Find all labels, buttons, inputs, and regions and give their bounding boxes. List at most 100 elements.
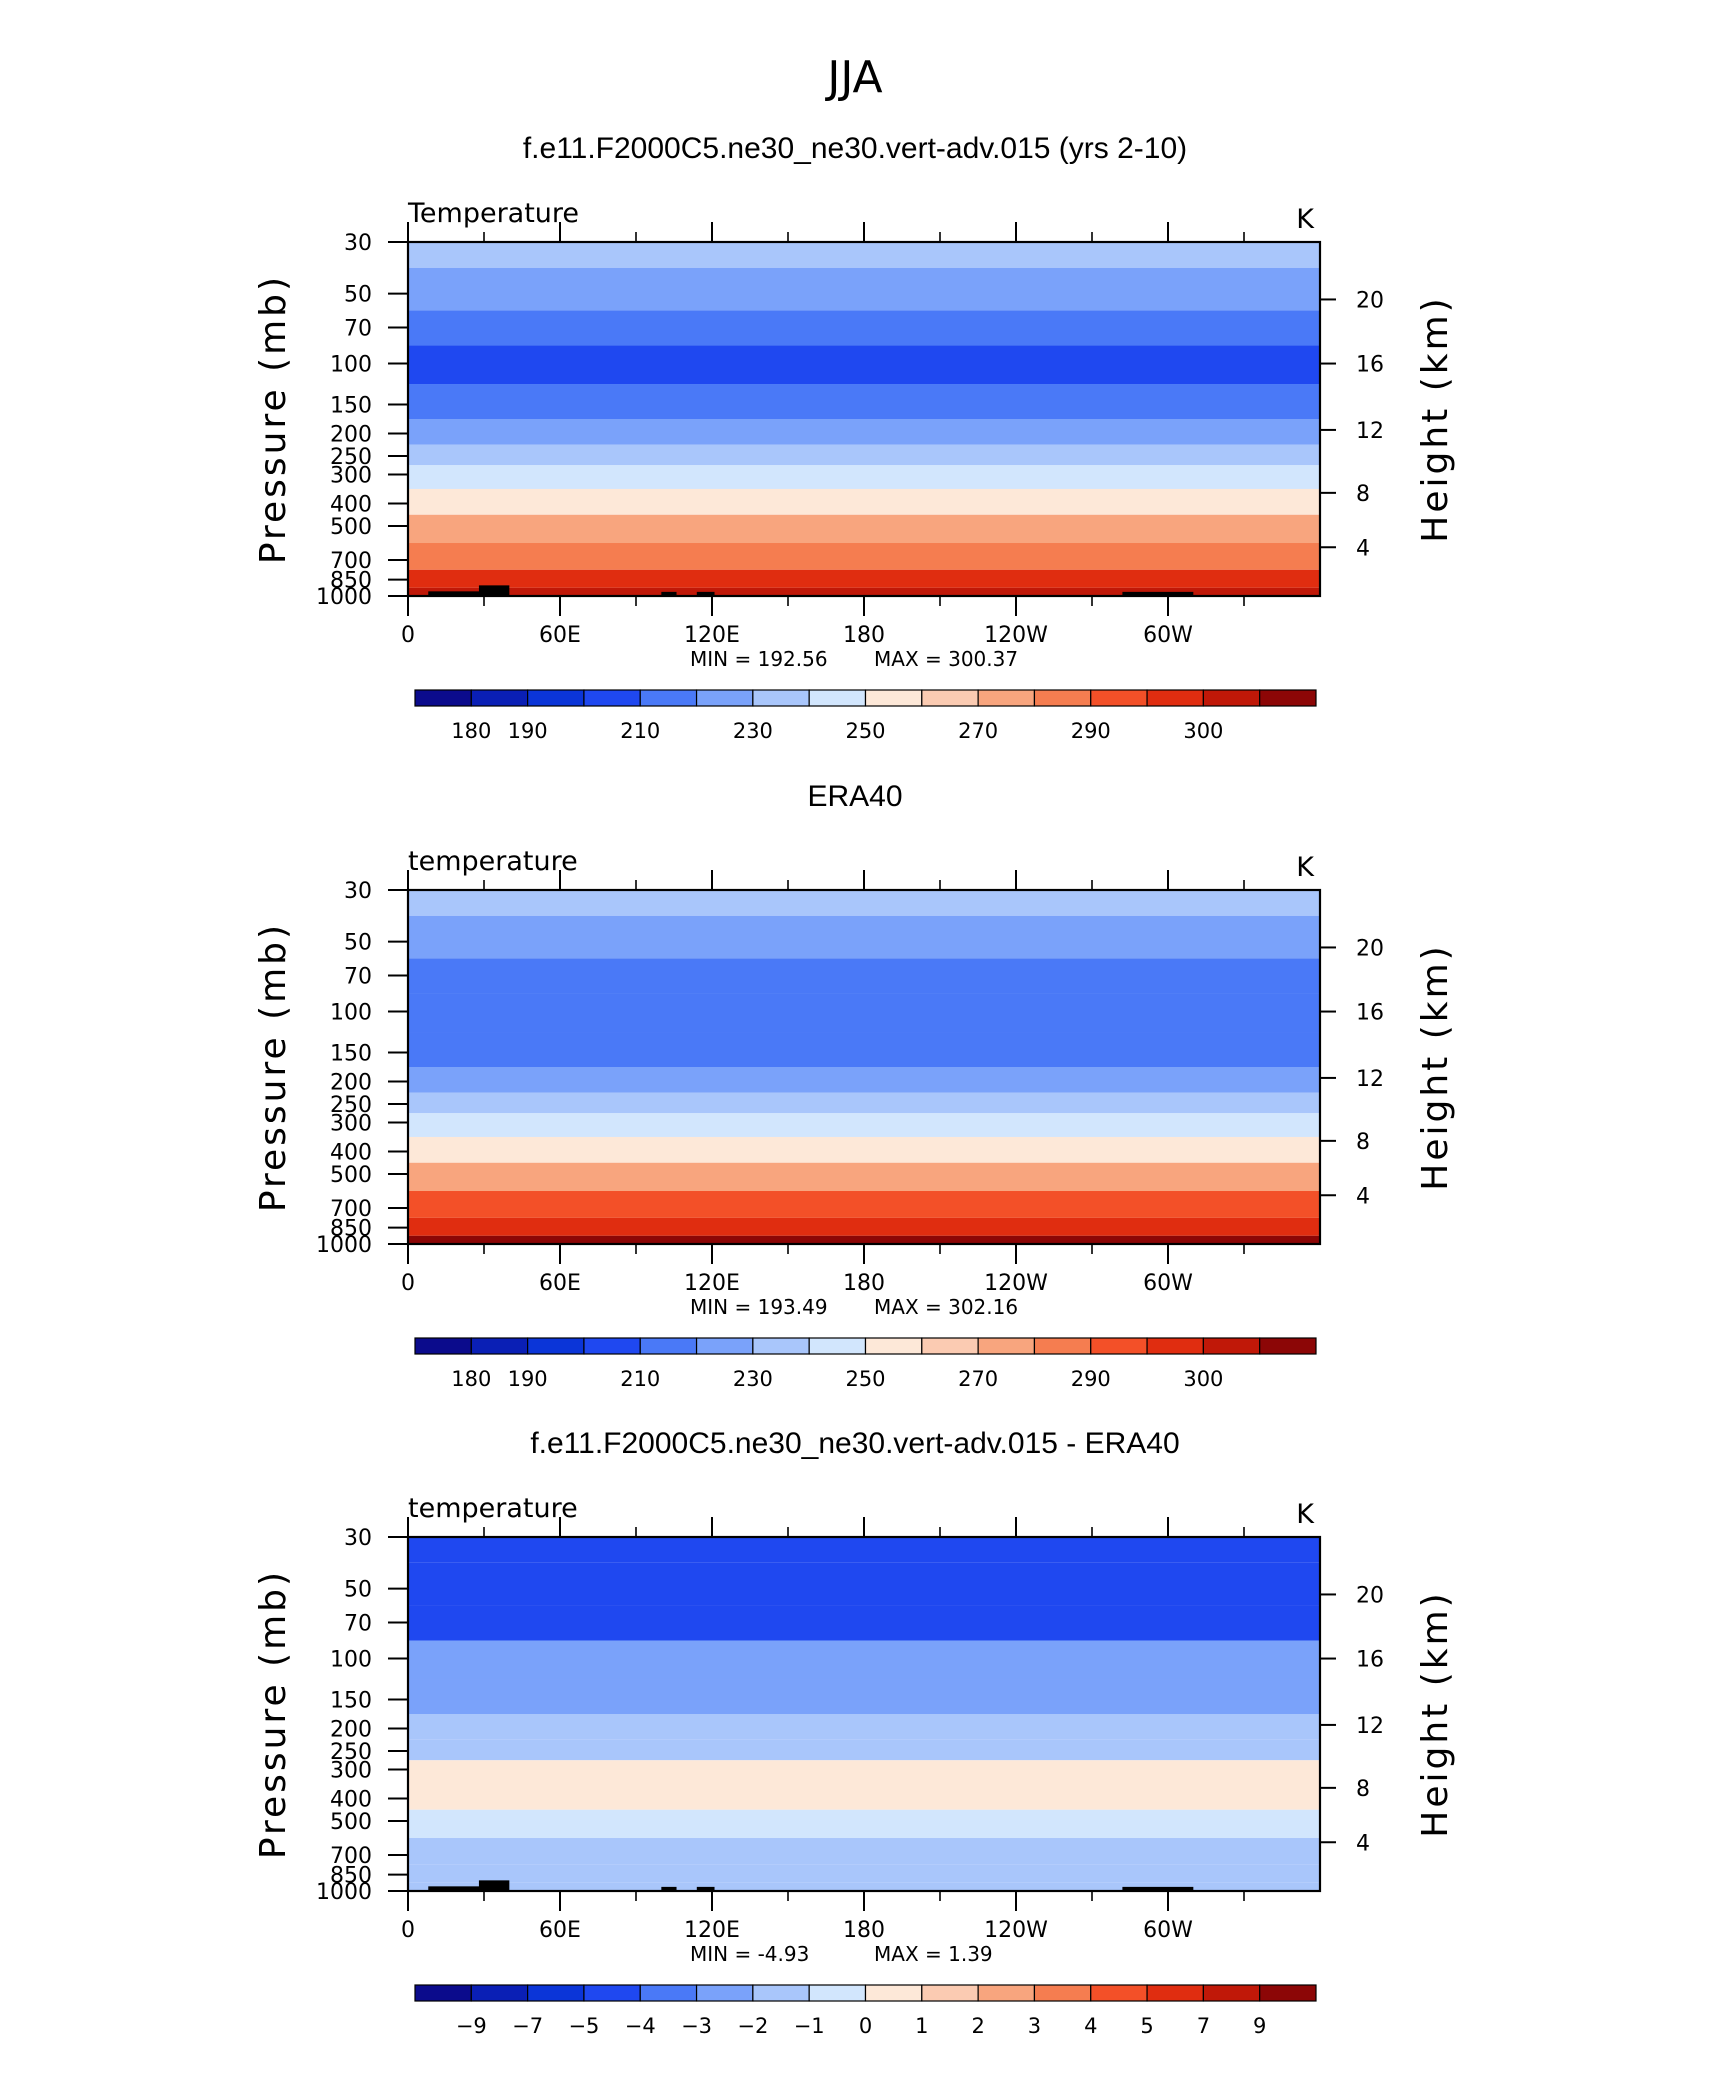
- colorbar-swatch: [527, 1984, 585, 2002]
- contour-band: [408, 384, 1320, 419]
- topography: [428, 585, 1194, 596]
- y-axis-label: Pressure (mb): [253, 1569, 294, 1859]
- colorbar-tick-label: 230: [733, 1367, 773, 1391]
- x-tick-label: 0: [401, 623, 415, 648]
- y-tick-label: 250: [330, 445, 372, 470]
- colorbar-swatch: [1090, 1337, 1148, 1355]
- min-value: MIN = 193.49: [690, 1295, 828, 1319]
- contour-band: [408, 1679, 1320, 1714]
- topography-block: [478, 1880, 510, 1891]
- contour-band: [408, 1838, 1320, 1865]
- units-label: K: [1296, 1499, 1315, 1530]
- y-tick-label: 70: [344, 317, 372, 342]
- colorbar-swatch: [1033, 1337, 1092, 1355]
- y-tick-label: 30: [344, 1526, 372, 1551]
- min-value: MIN = -4.93: [690, 1942, 809, 1966]
- colorbar-swatch: [921, 1984, 979, 2002]
- colorbar-tick-label: 4: [1084, 2014, 1097, 2038]
- contour-band: [408, 1714, 1320, 1740]
- contour-band: [408, 242, 1320, 268]
- contour-band: [408, 915, 1320, 959]
- colorbar-swatch: [1202, 1337, 1261, 1355]
- y-tick-label: 50: [344, 283, 372, 308]
- colorbar-swatch: [921, 689, 979, 707]
- y-tick-label: 30: [344, 879, 372, 904]
- y-tick-label: 400: [330, 1787, 372, 1812]
- colorbar-tick-label: 5: [1140, 2014, 1153, 2038]
- y2-tick-label: 20: [1356, 1583, 1384, 1608]
- contour-band: [408, 958, 1320, 994]
- y-tick-label: 50: [344, 1578, 372, 1603]
- y-tick-label: 700: [330, 1844, 372, 1869]
- colorbar-swatch: [808, 1337, 867, 1355]
- colorbar-swatch: [695, 1984, 754, 2002]
- colorbar-swatch: [864, 1337, 923, 1355]
- y2-tick-label: 16: [1356, 353, 1384, 378]
- colorbar-swatch: [414, 1337, 472, 1355]
- x-tick-label: 60E: [539, 1918, 581, 1943]
- colorbar-swatch: [864, 1984, 923, 2002]
- contour-band: [408, 345, 1320, 385]
- x-tick-label: 0: [401, 1918, 415, 1943]
- colorbar-tick-label: 1: [915, 2014, 928, 2038]
- contour-band: [408, 310, 1320, 346]
- y-tick-label: 850: [330, 569, 372, 594]
- y2-tick-label: 8: [1356, 1130, 1370, 1155]
- colorbar-swatch: [470, 1337, 529, 1355]
- contour-band: [408, 488, 1320, 515]
- y-tick-label: 300: [330, 1111, 372, 1136]
- contour-band: [408, 1760, 1320, 1784]
- x-tick-label: 180: [843, 1918, 885, 1943]
- x-tick-label: 180: [843, 1271, 885, 1296]
- y-tick-label: 1000: [316, 585, 372, 610]
- colorbar-swatch: [583, 1337, 641, 1355]
- y-tick-label: 500: [330, 515, 372, 540]
- topography-block: [478, 585, 510, 596]
- colorbar-swatch: [583, 689, 641, 707]
- contour-band: [408, 993, 1320, 1033]
- x-tick-label: 60E: [539, 1271, 581, 1296]
- contour-band: [408, 1113, 1320, 1137]
- y-tick-label: 70: [344, 1612, 372, 1637]
- colorbar-swatch: [1259, 1337, 1317, 1355]
- y-tick-label: 700: [330, 1197, 372, 1222]
- y2-tick-label: 20: [1356, 936, 1384, 961]
- topography-block: [428, 1886, 497, 1891]
- colorbar-swatch: [752, 689, 810, 707]
- colorbar-swatch: [527, 1337, 585, 1355]
- colorbar: −9 −7 −5 −4 −3 −2 −1 0 1 2 3 4 5 7 9: [414, 1984, 1317, 2038]
- colorbar-tick-label: 210: [620, 719, 660, 743]
- x-tick-label: 120E: [684, 1271, 740, 1296]
- contour-band: [408, 1032, 1320, 1067]
- contour-band: [408, 419, 1320, 445]
- y-tick-label: 100: [330, 353, 372, 378]
- colorbar-swatch: [583, 1984, 641, 2002]
- colorbar-swatch: [752, 1337, 810, 1355]
- colorbar-swatch: [639, 1337, 698, 1355]
- colorbar-swatch: [1090, 1984, 1148, 2002]
- y-axis-label: Pressure (mb): [253, 922, 294, 1212]
- variable-label: Temperature: [407, 198, 579, 229]
- colorbar-tick-label: −1: [794, 2014, 825, 2038]
- y2-tick-label: 12: [1356, 1714, 1384, 1739]
- colorbar-swatch: [808, 1984, 867, 2002]
- topography-block: [1122, 1886, 1194, 1891]
- topography-block: [696, 591, 715, 596]
- units-label: K: [1296, 204, 1315, 235]
- colorbar: 180 190 210 230 250 270 290 300: [414, 689, 1317, 743]
- colorbar-swatch: [1033, 689, 1092, 707]
- contour-band: [408, 465, 1320, 489]
- colorbar-swatch: [414, 1984, 472, 2002]
- panel-3: f.e11.F2000C5.ne30_ne30.vert-adv.015 - E…: [253, 1427, 1456, 2038]
- contour-band: [408, 890, 1320, 916]
- panel-title: f.e11.F2000C5.ne30_ne30.vert-adv.015 - E…: [530, 1427, 1179, 1460]
- y-tick-label: 1000: [316, 1880, 372, 1905]
- y2-tick-label: 4: [1356, 1831, 1370, 1856]
- colorbar-swatch: [1090, 689, 1148, 707]
- contour-band: [408, 1191, 1320, 1218]
- contour-band: [408, 1605, 1320, 1641]
- colorbar-swatch: [639, 689, 698, 707]
- contour-band: [408, 543, 1320, 570]
- colorbar-swatch: [470, 689, 529, 707]
